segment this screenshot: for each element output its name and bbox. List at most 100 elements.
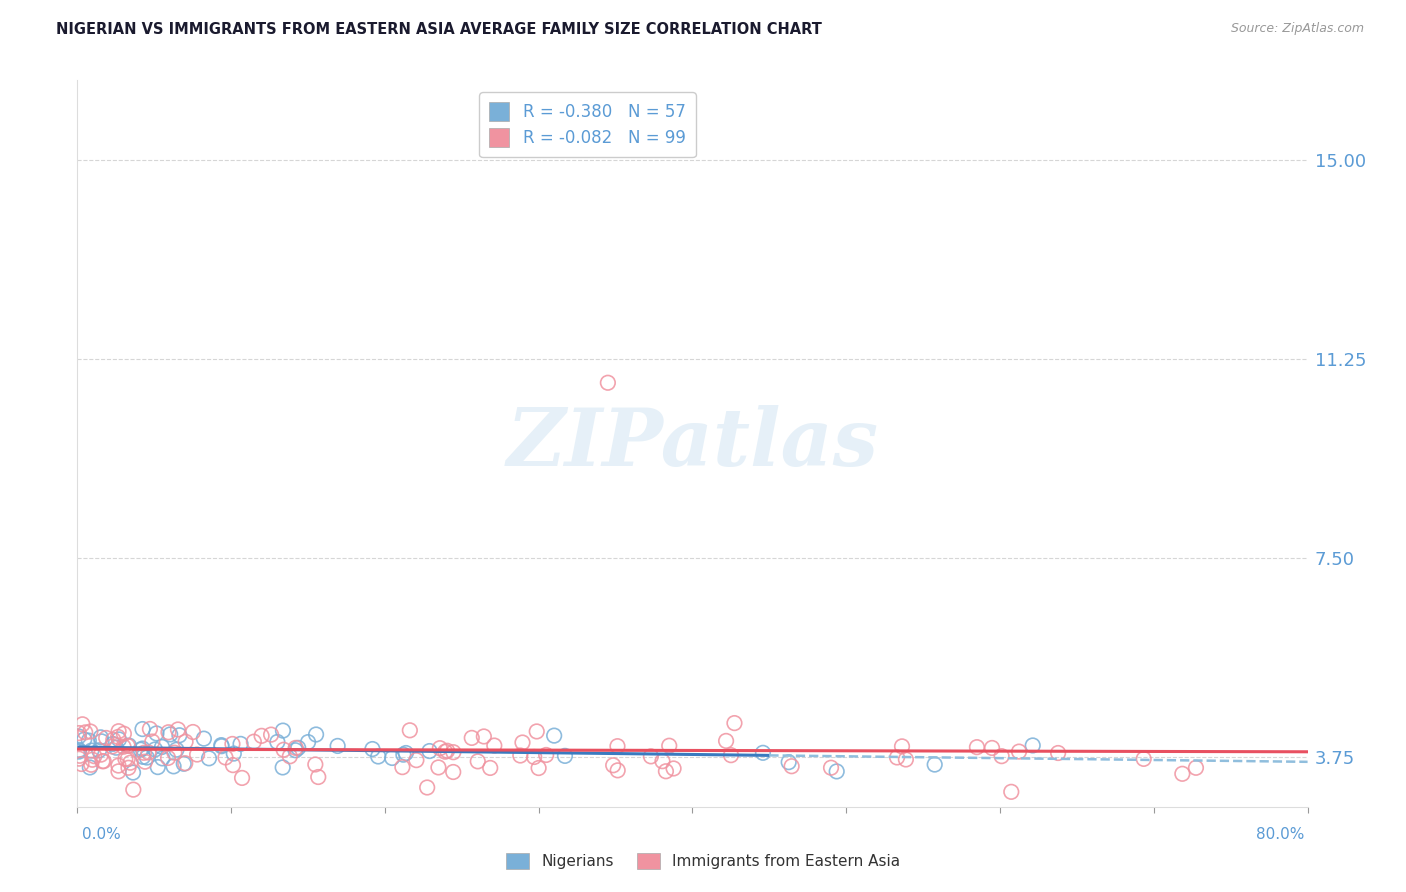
- Point: [80, 757, 103, 772]
- Point: [96, 731, 118, 745]
- Point: [107, 758, 129, 772]
- Point: [222, 758, 245, 772]
- Point: [990, 749, 1012, 764]
- Text: NIGERIAN VS IMMIGRANTS FROM EASTERN ASIA AVERAGE FAMILY SIZE CORRELATION CHART: NIGERIAN VS IMMIGRANTS FROM EASTERN ASIA…: [56, 22, 823, 37]
- Point: [479, 761, 502, 775]
- Point: [278, 749, 301, 764]
- Point: [90, 747, 112, 762]
- Point: [825, 764, 848, 779]
- Point: [602, 758, 624, 772]
- Point: [284, 743, 307, 757]
- Point: [159, 727, 181, 741]
- Point: [163, 746, 186, 760]
- Point: [526, 724, 548, 739]
- Point: [108, 732, 131, 747]
- Point: [820, 761, 842, 775]
- Point: [70, 757, 93, 772]
- Point: [723, 716, 745, 731]
- Point: [392, 747, 415, 762]
- Point: [523, 750, 546, 764]
- Point: [72, 717, 94, 731]
- Point: [90, 734, 112, 748]
- Point: [80, 743, 103, 757]
- Point: [101, 737, 124, 751]
- Point: [307, 770, 329, 784]
- Point: [273, 743, 295, 757]
- Point: [107, 730, 129, 744]
- Point: [101, 739, 124, 754]
- Point: [141, 734, 163, 748]
- Point: [91, 754, 114, 768]
- Point: [894, 752, 917, 766]
- Point: [69, 748, 91, 763]
- Point: [886, 750, 908, 764]
- Point: [304, 757, 326, 772]
- Point: [1132, 752, 1154, 766]
- Point: [167, 723, 190, 737]
- Point: [209, 738, 232, 752]
- Point: [211, 739, 233, 754]
- Point: [165, 742, 187, 756]
- Point: [472, 730, 495, 744]
- Point: [1171, 766, 1194, 780]
- Text: 0.0%: 0.0%: [82, 827, 121, 842]
- Point: [554, 748, 576, 763]
- Point: [966, 740, 988, 755]
- Point: [117, 752, 139, 766]
- Point: [67, 745, 90, 759]
- Point: [441, 745, 464, 759]
- Point: [139, 722, 162, 736]
- Point: [169, 728, 191, 742]
- Point: [297, 735, 319, 749]
- Point: [640, 749, 662, 764]
- Point: [924, 757, 946, 772]
- Point: [117, 761, 139, 775]
- Point: [243, 735, 266, 749]
- Point: [129, 742, 152, 756]
- Point: [122, 765, 145, 780]
- Point: [418, 744, 440, 758]
- Point: [134, 755, 156, 769]
- Point: [655, 764, 678, 779]
- Point: [461, 731, 484, 745]
- Point: [67, 726, 90, 740]
- Point: [752, 746, 775, 760]
- Point: [173, 756, 195, 771]
- Point: [606, 739, 628, 754]
- Point: [120, 756, 142, 770]
- Point: [305, 727, 328, 741]
- Point: [534, 747, 557, 762]
- Point: [107, 724, 129, 739]
- Point: [509, 748, 531, 763]
- Point: [186, 747, 208, 762]
- Point: [441, 764, 464, 779]
- Point: [157, 751, 180, 765]
- Point: [266, 735, 288, 749]
- Point: [1185, 761, 1208, 775]
- Point: [77, 733, 100, 747]
- Point: [145, 726, 167, 740]
- Point: [90, 731, 112, 745]
- Text: 80.0%: 80.0%: [1257, 827, 1305, 842]
- Point: [193, 731, 215, 746]
- Point: [271, 723, 294, 738]
- Point: [606, 764, 628, 778]
- Point: [981, 741, 1004, 756]
- Point: [484, 739, 506, 753]
- Point: [114, 752, 136, 766]
- Point: [132, 746, 155, 760]
- Point: [103, 732, 125, 747]
- Point: [221, 737, 243, 751]
- Point: [287, 740, 309, 755]
- Point: [367, 749, 389, 764]
- Point: [105, 740, 128, 755]
- Point: [361, 742, 384, 756]
- Point: [67, 752, 90, 766]
- Point: [720, 748, 742, 763]
- Point: [79, 760, 101, 774]
- Point: [150, 739, 173, 754]
- Point: [1000, 785, 1022, 799]
- Point: [1047, 746, 1070, 760]
- Point: [512, 735, 534, 749]
- Point: [250, 729, 273, 743]
